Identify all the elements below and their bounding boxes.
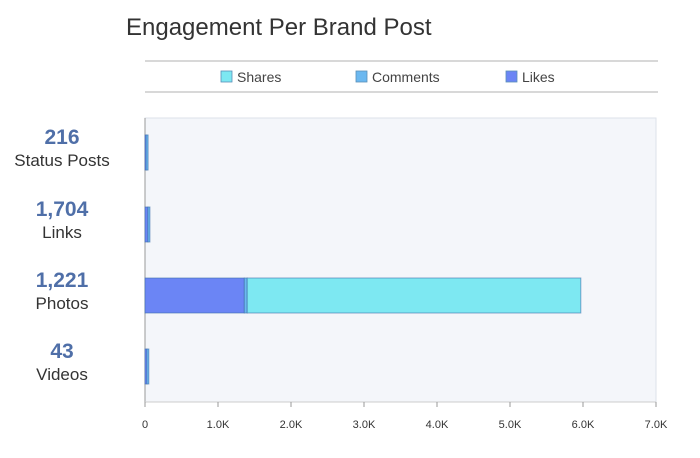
bar-comments-status-posts bbox=[145, 134, 149, 171]
category-name: Status Posts bbox=[14, 150, 110, 170]
legend-swatch-comments bbox=[355, 70, 368, 83]
legend-swatch-shares bbox=[220, 70, 233, 83]
category-label: 216 Status Posts bbox=[0, 126, 124, 172]
category-total: 1,221 bbox=[35, 268, 89, 292]
chart-title: Engagement Per Brand Post bbox=[126, 14, 432, 41]
x-tick-label: 4.0K bbox=[426, 419, 449, 431]
bar-comments-links bbox=[147, 206, 151, 243]
x-tick-label: 3.0K bbox=[353, 419, 376, 431]
legend-swatch-likes bbox=[505, 70, 518, 83]
plot-area bbox=[144, 117, 657, 403]
legend-label-likes: Likes bbox=[522, 69, 555, 85]
legend-label-comments: Comments bbox=[372, 69, 440, 85]
category-name: Videos bbox=[36, 364, 88, 384]
category-label: 1,704 Links bbox=[0, 198, 124, 244]
category-label: 43 Videos bbox=[0, 340, 124, 386]
category-name: Photos bbox=[35, 293, 89, 313]
bar-likes-photos bbox=[144, 277, 245, 314]
category-total: 1,704 bbox=[35, 197, 89, 221]
category-total: 43 bbox=[50, 339, 74, 363]
x-tick-label: 1.0K bbox=[207, 419, 230, 431]
bar-shares-photos bbox=[246, 277, 582, 314]
x-tick-label: 6.0K bbox=[572, 419, 595, 431]
x-tick-label: 0 bbox=[142, 419, 148, 431]
x-tick-label: 7.0K bbox=[645, 419, 668, 431]
category-total: 216 bbox=[44, 125, 80, 149]
bar-comments-videos bbox=[146, 348, 150, 385]
x-tick-label: 2.0K bbox=[280, 419, 303, 431]
category-label: 1,221 Photos bbox=[0, 269, 124, 315]
x-tick-label: 5.0K bbox=[499, 419, 522, 431]
category-name: Links bbox=[42, 222, 82, 242]
legend-label-shares: Shares bbox=[237, 69, 281, 85]
